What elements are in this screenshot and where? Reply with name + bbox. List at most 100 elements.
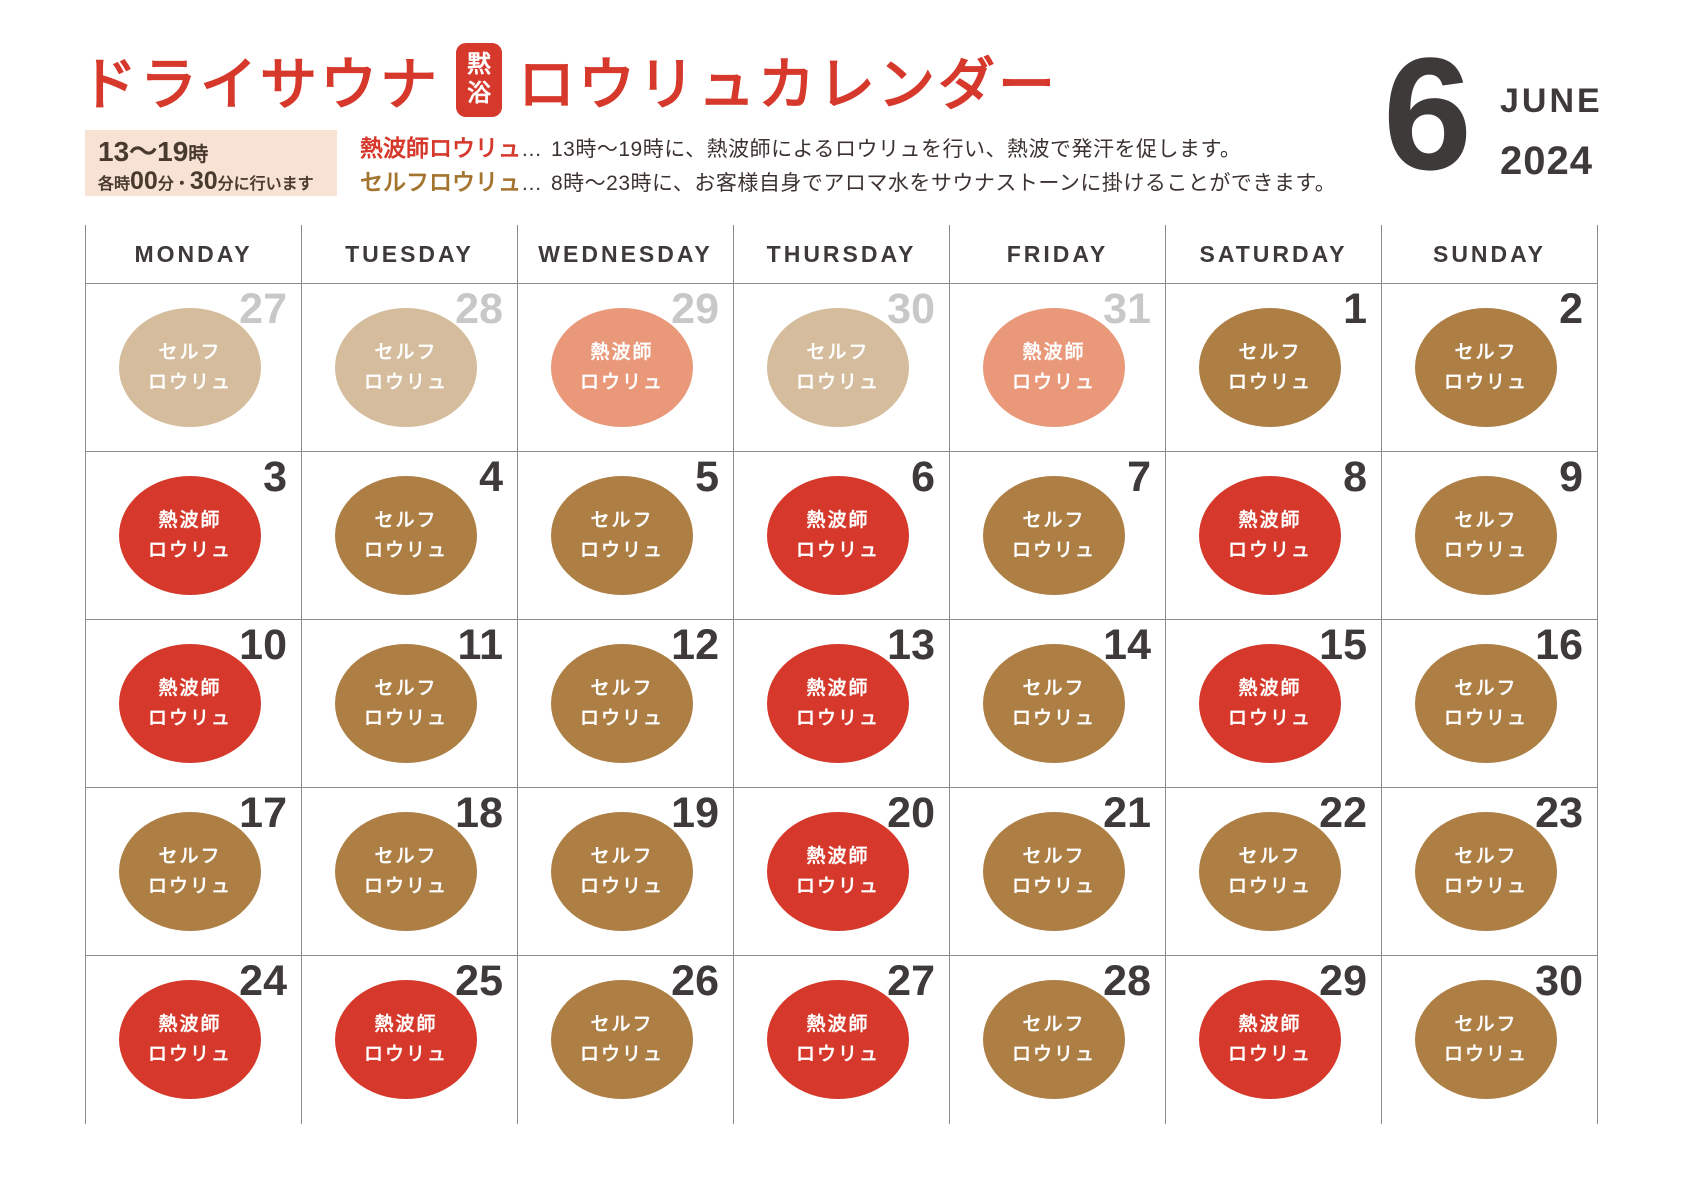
calendar-grid: MONDAY TUESDAY WEDNESDAY THURSDAY FRIDAY…	[85, 225, 1598, 1124]
event-label-line1: セルフ	[158, 846, 222, 868]
day-cell: 4 セルフ ロウリュ	[302, 452, 518, 620]
event-badge: セルフ ロウリュ	[1415, 476, 1557, 595]
month-year: 2024	[1499, 139, 1593, 183]
event-label-line1: セルフ	[158, 342, 222, 364]
event-badge: セルフ ロウリュ	[551, 812, 693, 931]
event-label-line2: ロウリュ	[795, 1043, 880, 1065]
event-badge: 熱波師 ロウリュ	[767, 644, 909, 763]
day-number: 19	[671, 789, 719, 837]
legend: 熱波師ロウリュ … 13時〜19時に、熱波師によるロウリュを行い、熱波で発汗を促…	[360, 134, 1336, 198]
month-meta: JUNE 2024	[1500, 82, 1603, 187]
day-number: 8	[1343, 453, 1367, 501]
event-badge: セルフ ロウリュ	[983, 644, 1125, 763]
day-cell: 28 セルフ ロウリュ	[950, 956, 1166, 1124]
day-cell: 10 熱波師 ロウリュ	[86, 620, 302, 788]
event-badge: セルフ ロウリュ	[551, 476, 693, 595]
weekday-label: MONDAY	[134, 240, 253, 267]
day-cell: 17 セルフ ロウリュ	[86, 788, 302, 956]
day-number: 22	[1319, 789, 1367, 837]
event-label-line2: ロウリュ	[147, 539, 232, 561]
event-label-line2: ロウリュ	[1227, 539, 1312, 561]
day-number: 13	[887, 621, 935, 669]
day-number: 31	[1103, 285, 1151, 333]
day-cell: 6 熱波師 ロウリュ	[734, 452, 950, 620]
event-label-line2: ロウリュ	[1011, 707, 1096, 729]
day-cell: 18 セルフ ロウリュ	[302, 788, 518, 956]
event-badge: セルフ ロウリュ	[1199, 308, 1341, 427]
event-label-line1: 熱波師	[806, 1014, 870, 1036]
event-label-line1: セルフ	[1454, 846, 1518, 868]
weekday-label: WEDNESDAY	[538, 240, 713, 267]
day-number: 18	[455, 789, 503, 837]
day-cell: 13 熱波師 ロウリュ	[734, 620, 950, 788]
title-part2: ロウリュカレンダー	[518, 53, 1058, 117]
schedule-minutes-suffix: 分に行います	[217, 176, 314, 194]
event-badge: 熱波師 ロウリュ	[335, 980, 477, 1099]
event-label-line2: ロウリュ	[579, 371, 664, 393]
day-number: 1	[1343, 285, 1367, 333]
day-number: 30	[887, 285, 935, 333]
event-badge: セルフ ロウリュ	[1415, 308, 1557, 427]
day-number: 3	[263, 453, 287, 501]
day-number: 24	[239, 957, 287, 1005]
event-label-line1: 熱波師	[374, 1014, 438, 1036]
day-number: 15	[1319, 621, 1367, 669]
day-cell: 7 セルフ ロウリュ	[950, 452, 1166, 620]
day-cell: 14 セルフ ロウリュ	[950, 620, 1166, 788]
event-label-line1: セルフ	[1454, 678, 1518, 700]
day-number: 14	[1103, 621, 1151, 669]
schedule-minutes: 各時00分・30分に行います	[98, 169, 324, 194]
event-label-line2: ロウリュ	[363, 371, 448, 393]
day-cell: 26 セルフ ロウリュ	[518, 956, 734, 1124]
event-label-line1: セルフ	[590, 846, 654, 868]
day-number: 23	[1535, 789, 1583, 837]
day-number: 17	[239, 789, 287, 837]
day-number: 11	[457, 621, 503, 669]
day-cell: 5 セルフ ロウリュ	[518, 452, 734, 620]
event-label-line1: 熱波師	[806, 846, 870, 868]
event-badge: 熱波師 ロウリュ	[767, 476, 909, 595]
day-cell: 29 熱波師 ロウリュ	[1166, 956, 1382, 1124]
event-label-line1: セルフ	[1238, 846, 1302, 868]
day-number: 27	[887, 957, 935, 1005]
event-label-line1: 熱波師	[1238, 678, 1302, 700]
event-label-line2: ロウリュ	[1443, 539, 1528, 561]
event-badge: セルフ ロウリュ	[119, 308, 261, 427]
page-title: ドライサウナ 黙 浴 ロウリュカレンダー	[80, 38, 1058, 122]
event-badge: 熱波師 ロウリュ	[767, 980, 909, 1099]
day-cell: 2 セルフ ロウリュ	[1382, 284, 1598, 452]
legend-description-self: 8時〜23時に、お客様自身でアロマ水をサウナストーンに掛けることができます。	[551, 172, 1337, 195]
event-badge: セルフ ロウリュ	[983, 812, 1125, 931]
schedule-minutes-num1: 00	[130, 167, 158, 196]
event-label-line2: ロウリュ	[1011, 875, 1096, 897]
event-label-line1: 熱波師	[1238, 510, 1302, 532]
weekday-label: FRIDAY	[1006, 240, 1109, 267]
event-label-line2: ロウリュ	[1227, 1043, 1312, 1065]
weekday-header-cell: MONDAY	[86, 225, 302, 284]
event-badge: 熱波師 ロウリュ	[1199, 644, 1341, 763]
day-cell: 25 熱波師 ロウリュ	[302, 956, 518, 1124]
day-cell: 11 セルフ ロウリュ	[302, 620, 518, 788]
event-label-line2: ロウリュ	[795, 875, 880, 897]
weekday-label: SATURDAY	[1199, 240, 1348, 267]
event-badge: セルフ ロウリュ	[335, 644, 477, 763]
event-label-line1: 熱波師	[158, 510, 222, 532]
event-label-line2: ロウリュ	[795, 371, 880, 393]
silent-bathing-badge: 黙 浴	[456, 43, 502, 117]
event-badge: 熱波師 ロウリュ	[1199, 476, 1341, 595]
event-badge: セルフ ロウリュ	[1415, 812, 1557, 931]
event-label-line2: ロウリュ	[1227, 371, 1312, 393]
event-label-line1: セルフ	[1454, 510, 1518, 532]
weekday-header-cell: WEDNESDAY	[518, 225, 734, 284]
event-badge: セルフ ロウリュ	[335, 308, 477, 427]
weekday-header-cell: SATURDAY	[1166, 225, 1382, 284]
event-label-line1: セルフ	[590, 510, 654, 532]
event-badge: セルフ ロウリュ	[335, 812, 477, 931]
schedule-hours-unit: 時	[188, 144, 209, 166]
day-number: 28	[455, 285, 503, 333]
event-label-line1: 熱波師	[806, 510, 870, 532]
day-cell: 30 セルフ ロウリュ	[734, 284, 950, 452]
event-label-line2: ロウリュ	[1011, 371, 1096, 393]
event-label-line2: ロウリュ	[363, 539, 448, 561]
event-label-line2: ロウリュ	[1227, 875, 1312, 897]
